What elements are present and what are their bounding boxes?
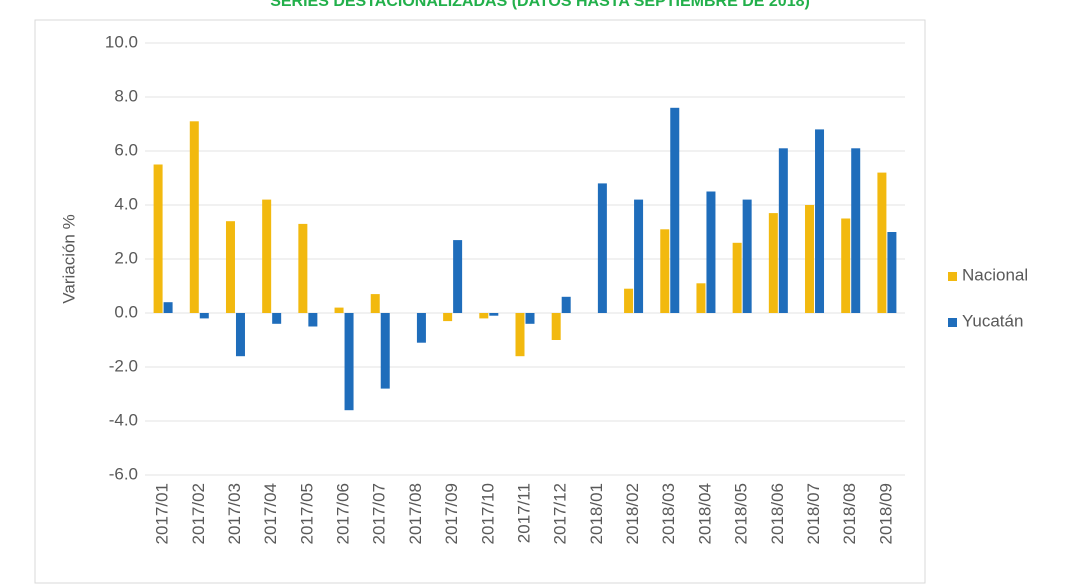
- y-tick-label: -2.0: [109, 356, 138, 375]
- x-tick-label: 2017/04: [261, 483, 280, 544]
- bar: [189, 121, 199, 313]
- x-tick-label: 2017/03: [225, 483, 244, 544]
- bar: [308, 313, 318, 327]
- bar: [624, 288, 634, 313]
- y-tick-label: 6.0: [114, 140, 138, 159]
- bar: [416, 313, 426, 343]
- x-tick-label: 2018/05: [732, 483, 751, 544]
- bar: [706, 191, 716, 313]
- legend-label: Yucatán: [962, 311, 1023, 330]
- bar: [479, 313, 489, 319]
- bar: [551, 313, 561, 340]
- y-axis-label: Variación %: [59, 214, 78, 303]
- bar: [515, 313, 525, 357]
- x-tick-label: 2017/10: [478, 483, 497, 544]
- bar: [597, 183, 607, 313]
- x-tick-label: 2017/08: [406, 483, 425, 544]
- x-tick-label: 2017/12: [551, 483, 570, 544]
- bar: [298, 223, 308, 313]
- bar: [742, 199, 752, 313]
- bar: [262, 199, 272, 313]
- bar: [634, 199, 644, 313]
- y-tick-label: 10.0: [105, 32, 138, 51]
- y-tick-label: 0.0: [114, 302, 138, 321]
- bar: [660, 229, 670, 313]
- bar: [887, 232, 897, 313]
- x-tick-label: 2018/03: [659, 483, 678, 544]
- bar: [561, 296, 571, 313]
- chart-border: [34, 19, 926, 584]
- x-tick-label: 2017/09: [442, 483, 461, 544]
- bar: [851, 148, 861, 313]
- x-tick-label: 2017/01: [153, 483, 172, 544]
- x-tick-label: 2017/11: [514, 483, 533, 543]
- bar: [670, 107, 680, 313]
- bar: [334, 307, 344, 313]
- bar: [153, 164, 163, 313]
- bar: [841, 218, 851, 313]
- x-tick-label: 2018/01: [587, 483, 606, 544]
- bar: [272, 313, 282, 324]
- bar: [453, 240, 463, 313]
- y-tick-label: 2.0: [114, 248, 138, 267]
- bar: [768, 213, 778, 313]
- legend-swatch: [948, 272, 957, 281]
- x-tick-label: 2017/07: [370, 483, 389, 544]
- y-tick-label: -4.0: [109, 410, 138, 429]
- x-tick-label: 2018/07: [804, 483, 823, 544]
- bar: [199, 313, 209, 319]
- bar: [732, 242, 742, 313]
- x-tick-label: 2018/08: [840, 483, 859, 544]
- bar: [380, 313, 390, 389]
- x-tick-label: 2017/06: [334, 483, 353, 544]
- bar: [225, 221, 235, 313]
- bar: [778, 148, 788, 313]
- bar: [344, 313, 354, 411]
- bar: [235, 313, 245, 357]
- x-tick-label: 2018/09: [876, 483, 895, 544]
- y-tick-label: -6.0: [109, 464, 138, 483]
- x-tick-label: 2017/02: [189, 483, 208, 544]
- x-tick-label: 2017/05: [297, 483, 316, 544]
- y-tick-label: 8.0: [114, 86, 138, 105]
- bar: [805, 205, 815, 313]
- bar: [525, 313, 535, 324]
- x-tick-label: 2018/02: [623, 483, 642, 544]
- bar: [443, 313, 453, 322]
- bar: [815, 129, 825, 313]
- bar: [489, 313, 499, 316]
- legend-swatch: [948, 318, 957, 327]
- y-tick-label: 4.0: [114, 194, 138, 213]
- x-tick-label: 2018/06: [768, 483, 787, 544]
- bar: [696, 283, 706, 313]
- legend-label: Nacional: [962, 265, 1028, 284]
- x-tick-label: 2018/04: [695, 483, 714, 544]
- bar: [877, 172, 887, 313]
- chart-title: SERIES DESTACIONALIZADAS (DATOS HASTA SE…: [270, 0, 810, 10]
- bar: [370, 294, 380, 313]
- bar: [163, 302, 173, 313]
